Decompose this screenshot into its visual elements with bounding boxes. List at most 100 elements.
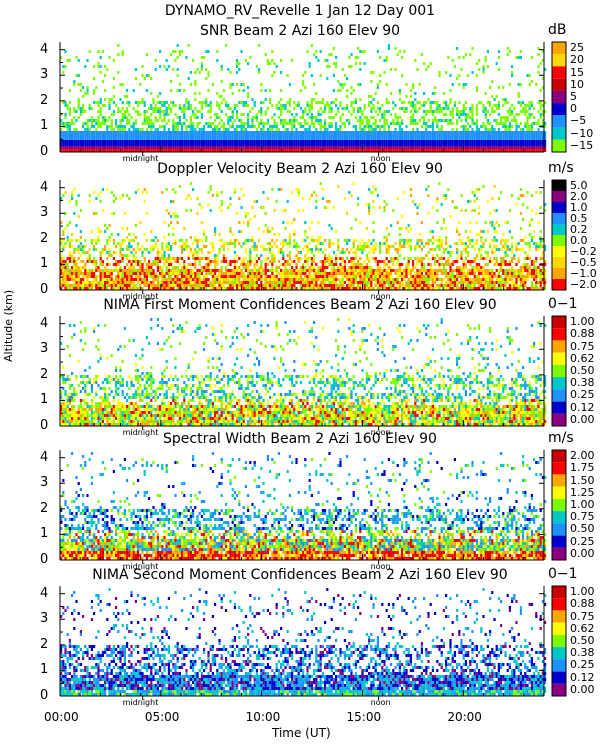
heatmap-cell <box>357 260 360 263</box>
heatmap-cell <box>350 146 353 149</box>
heatmap-cell <box>350 260 353 263</box>
heatmap-cell <box>308 287 311 290</box>
heatmap-cell <box>304 221 307 224</box>
heatmap-cell <box>79 110 82 113</box>
heatmap-cell <box>326 140 329 143</box>
heatmap-cell <box>119 272 122 275</box>
heatmap-cell <box>315 128 318 131</box>
heatmap-cell <box>60 266 63 269</box>
heatmap-cell <box>236 281 239 284</box>
heatmap-cell <box>528 146 531 149</box>
heatmap-cell <box>310 263 313 266</box>
heatmap-cell <box>275 200 278 203</box>
heatmap-cell <box>167 272 170 275</box>
heatmap-cell <box>346 146 349 149</box>
heatmap-cell <box>130 287 133 290</box>
heatmap-cell <box>99 140 102 143</box>
heatmap-cell <box>251 125 254 128</box>
heatmap-cell <box>240 131 243 134</box>
heatmap-cell <box>112 77 115 80</box>
heatmap-cell <box>60 275 63 278</box>
heatmap-cell <box>121 272 124 275</box>
heatmap-cell <box>350 140 353 143</box>
heatmap-cell <box>328 224 331 227</box>
heatmap-cell <box>227 275 230 278</box>
heatmap-cell <box>104 287 107 290</box>
heatmap-cell <box>489 86 492 89</box>
heatmap-cell <box>163 65 166 68</box>
heatmap-cell <box>68 89 71 92</box>
heatmap-cell <box>376 281 379 284</box>
heatmap-cell <box>266 143 269 146</box>
heatmap-cell <box>64 122 67 125</box>
heatmap-cell <box>249 137 252 140</box>
heatmap-cell <box>119 131 122 134</box>
heatmap-cell <box>189 272 192 275</box>
heatmap-cell <box>332 149 335 152</box>
heatmap-cell <box>396 140 399 143</box>
heatmap-cell <box>167 149 170 152</box>
heatmap-cell <box>350 137 353 140</box>
heatmap-cell <box>515 134 518 137</box>
heatmap-cell <box>280 146 283 149</box>
heatmap-cell <box>209 131 212 134</box>
heatmap-cell <box>170 110 173 113</box>
heatmap-cell <box>119 245 122 248</box>
heatmap-cell <box>148 251 151 254</box>
heatmap-cell <box>372 116 375 119</box>
heatmap-cell <box>93 284 96 287</box>
heatmap-cell <box>436 146 439 149</box>
heatmap-cell <box>321 137 324 140</box>
heatmap-cell <box>541 113 544 116</box>
heatmap-cell <box>247 281 250 284</box>
heatmap-cell <box>170 221 173 224</box>
heatmap-cell <box>451 116 454 119</box>
heatmap-cell <box>176 137 179 140</box>
heatmap-cell <box>473 140 476 143</box>
heatmap-cell <box>236 239 239 242</box>
heatmap-cell <box>456 128 459 131</box>
heatmap-cell <box>178 146 181 149</box>
heatmap-cell <box>227 128 230 131</box>
heatmap-cell <box>414 119 417 122</box>
heatmap-cell <box>515 125 518 128</box>
heatmap-cell <box>220 119 223 122</box>
heatmap-cell <box>167 257 170 260</box>
heatmap-cell <box>247 269 250 272</box>
heatmap-cell <box>328 287 331 290</box>
heatmap-cell <box>330 125 333 128</box>
heatmap-cell <box>119 128 122 131</box>
heatmap-cell <box>97 137 100 140</box>
heatmap-cell <box>524 140 527 143</box>
colorbar-segment <box>552 54 566 67</box>
heatmap-cell <box>218 134 221 137</box>
heatmap-cell <box>528 134 531 137</box>
heatmap-cell <box>262 287 265 290</box>
heatmap-cell <box>456 107 459 110</box>
heatmap-cell <box>86 137 89 140</box>
heatmap-cell <box>504 146 507 149</box>
heatmap-cell <box>115 260 118 263</box>
heatmap-cell <box>185 119 188 122</box>
heatmap-cell <box>137 113 140 116</box>
heatmap-cell <box>84 143 87 146</box>
heatmap-cell <box>79 131 82 134</box>
heatmap-cell <box>412 146 415 149</box>
heatmap-cell <box>161 146 164 149</box>
heatmap-cell <box>71 257 74 260</box>
heatmap-cell <box>82 143 85 146</box>
heatmap-cell <box>365 119 368 122</box>
heatmap-cell <box>310 98 313 101</box>
heatmap-cell <box>271 59 274 62</box>
heatmap-cell <box>187 275 190 278</box>
heatmap-cell <box>218 149 221 152</box>
heatmap-cell <box>75 149 78 152</box>
heatmap-cell <box>524 107 527 110</box>
heatmap-cell <box>361 251 364 254</box>
heatmap-cell <box>530 128 533 131</box>
heatmap-cell <box>330 110 333 113</box>
heatmap-cell <box>181 146 184 149</box>
heatmap-cell <box>440 119 443 122</box>
heatmap-cell <box>75 269 78 272</box>
heatmap-cell <box>148 140 151 143</box>
